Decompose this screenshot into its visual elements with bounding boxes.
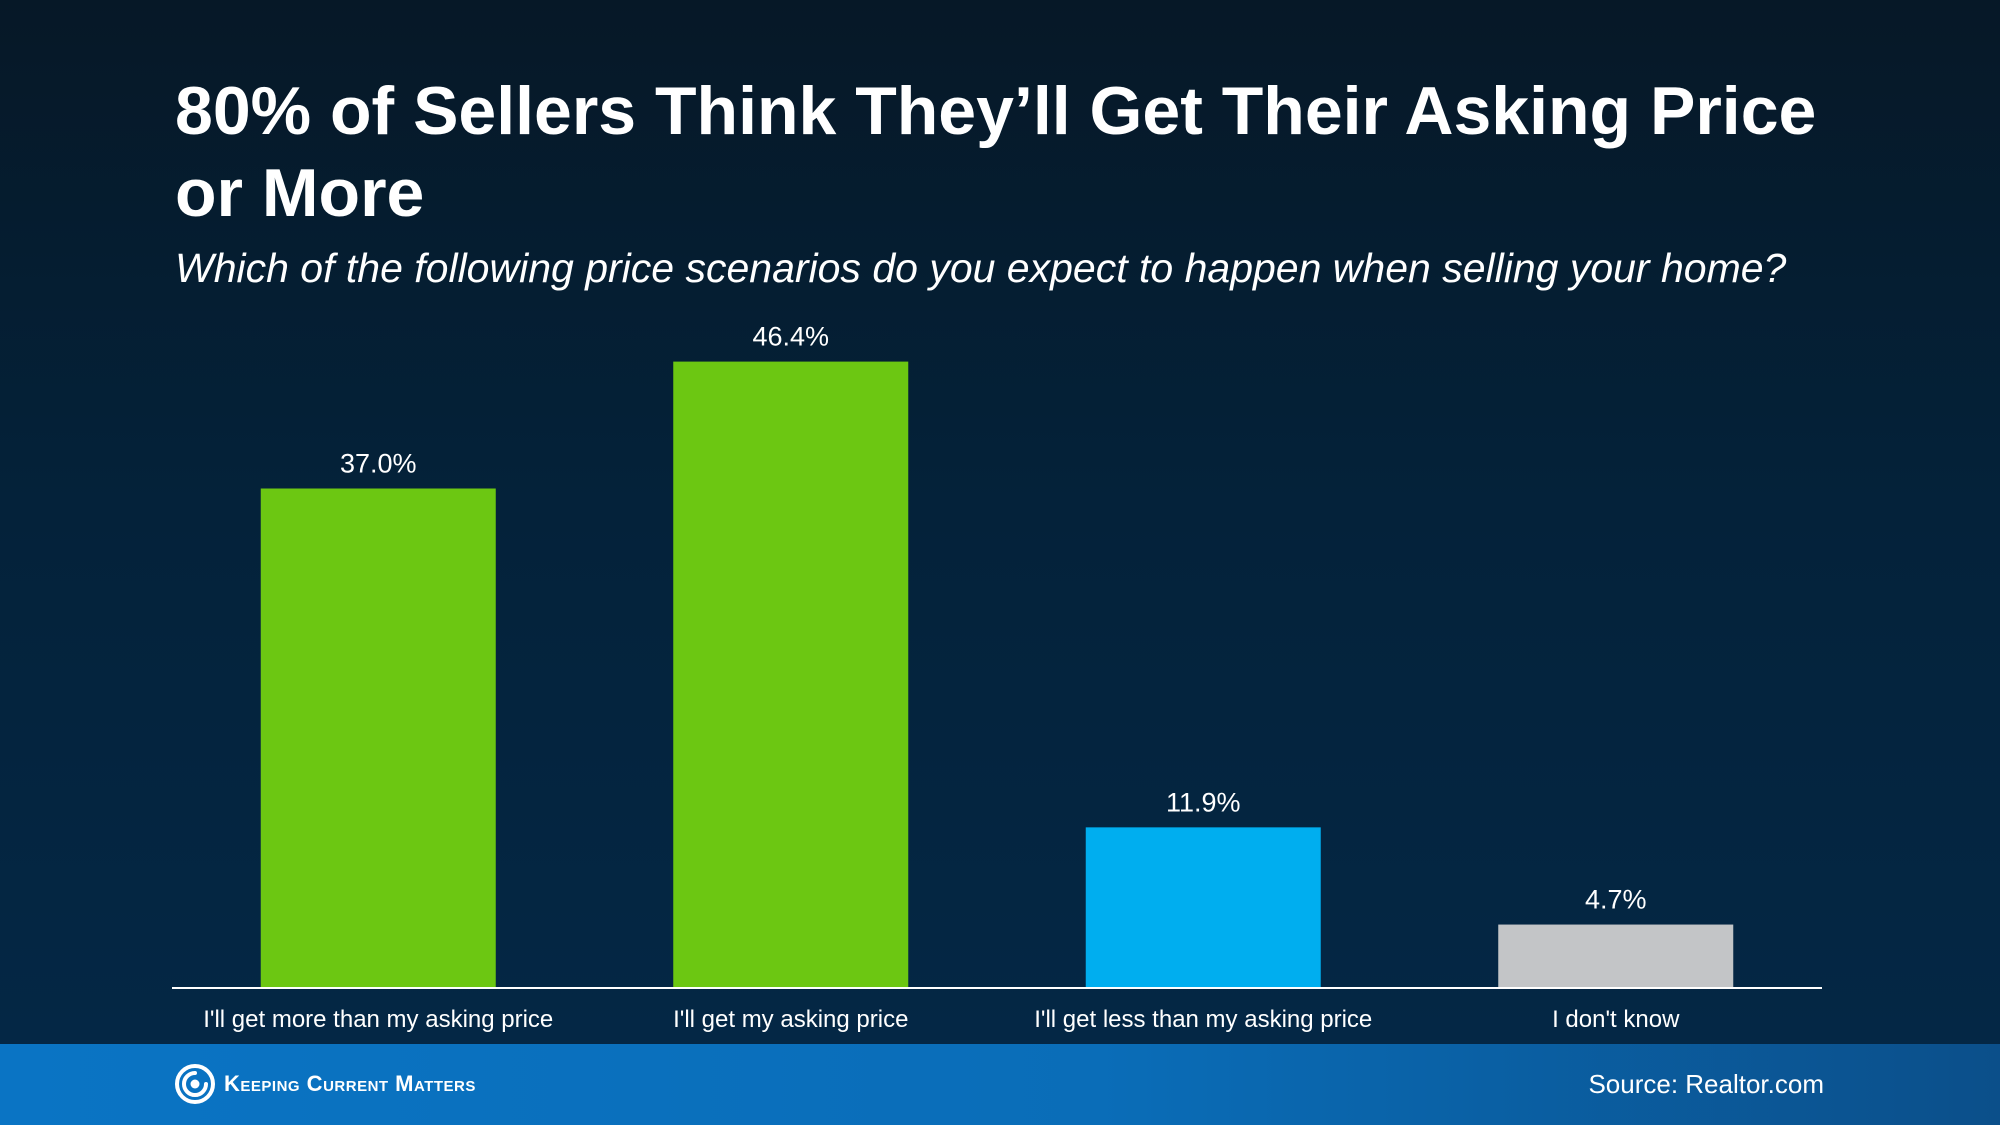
category-label-1: I'll get more than my asking price: [203, 1006, 553, 1033]
category-labels-group: I'll get more than my asking price I'll g…: [203, 1006, 1680, 1033]
bar-chart: 37.0% 46.4% 11.9% 4.7% I'll get more than m…: [203, 322, 1734, 1033]
bar-4: [1498, 924, 1734, 988]
brand-logo[interactable]: Keeping Current Matters: [175, 1062, 476, 1106]
category-label-2: I'll get my asking price: [673, 1006, 908, 1033]
brand-name: Keeping Current Matters: [224, 1071, 476, 1096]
value-label-1: 37.0%: [340, 449, 417, 479]
bar-3: [1085, 827, 1321, 988]
spiral-logo-icon: [175, 1064, 215, 1104]
source-citation: Source: Realtor.com: [1588, 1069, 1824, 1099]
chart-subtitle: Which of the following price scenarios d…: [175, 245, 1787, 291]
value-label-3: 11.9%: [1166, 787, 1241, 817]
bars-group: [260, 361, 1734, 989]
bar-2: [673, 361, 909, 989]
category-label-4: I don't know: [1552, 1006, 1680, 1033]
chart-title: 80% of Sellers Think They’ll Get Their A…: [175, 73, 1817, 231]
category-label-3: I'll get less than my asking price: [1034, 1006, 1372, 1033]
bar-1: [260, 488, 496, 988]
value-label-4: 4.7%: [1585, 885, 1647, 915]
value-labels-group: 37.0% 46.4% 11.9% 4.7%: [340, 322, 1647, 915]
value-label-2: 46.4%: [752, 322, 829, 352]
footer-bar: Keeping Current Matters Source: Realtor.…: [0, 1044, 2000, 1125]
